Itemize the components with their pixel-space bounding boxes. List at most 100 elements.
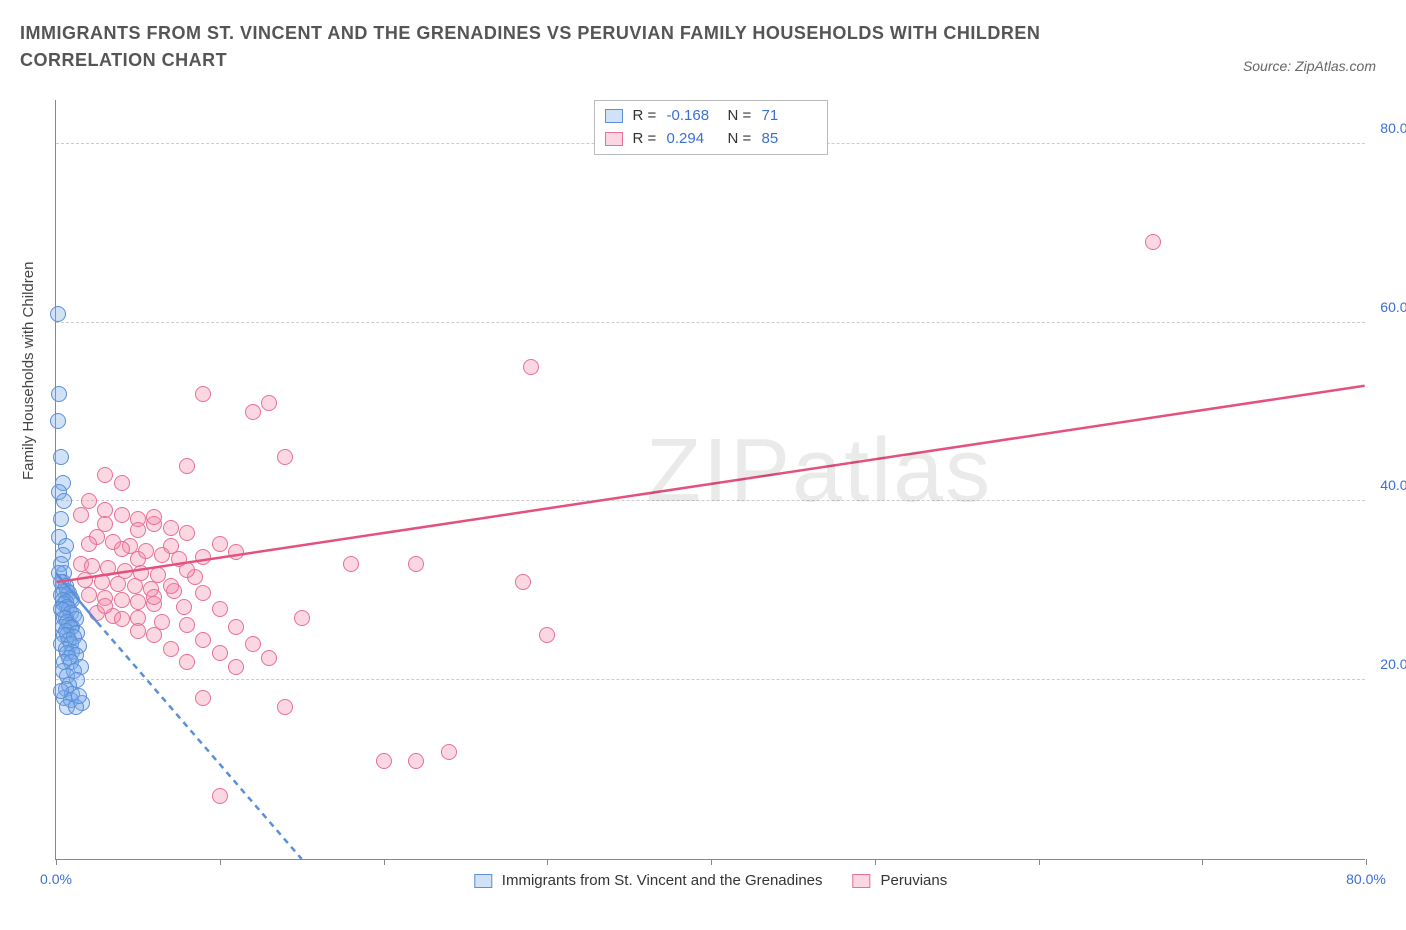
- x-tick-label: 0.0%: [40, 871, 72, 887]
- data-point: [343, 556, 359, 572]
- data-point: [228, 619, 244, 635]
- data-point: [195, 632, 211, 648]
- data-point: [50, 413, 66, 429]
- chart-plot-area: R = -0.168 N = 71 R = 0.294 N = 85 ZIPat…: [55, 100, 1365, 860]
- data-point: [1145, 234, 1161, 250]
- watermark-thin: atlas: [792, 421, 992, 521]
- legend-item-b: Peruvians: [853, 872, 948, 889]
- x-tick: [1039, 859, 1040, 865]
- data-point: [127, 578, 143, 594]
- data-point: [130, 623, 146, 639]
- data-point: [97, 598, 113, 614]
- data-point: [77, 572, 93, 588]
- data-point: [179, 562, 195, 578]
- data-point: [51, 386, 67, 402]
- data-point: [261, 395, 277, 411]
- data-point: [97, 467, 113, 483]
- data-point: [97, 516, 113, 532]
- data-point: [408, 753, 424, 769]
- x-tick: [1366, 859, 1367, 865]
- data-point: [294, 610, 310, 626]
- data-point: [195, 585, 211, 601]
- source-label: Source: ZipAtlas.com: [1243, 58, 1376, 74]
- trend-lines: [56, 100, 1365, 859]
- data-point: [163, 578, 179, 594]
- data-point: [261, 650, 277, 666]
- data-point: [523, 359, 539, 375]
- series-legend: Immigrants from St. Vincent and the Gren…: [474, 872, 947, 889]
- data-point: [81, 587, 97, 603]
- data-point: [179, 654, 195, 670]
- data-point: [176, 599, 192, 615]
- y-tick-label: 20.0%: [1370, 656, 1406, 672]
- data-point: [114, 592, 130, 608]
- data-point: [110, 576, 126, 592]
- data-point: [441, 744, 457, 760]
- data-point: [130, 522, 146, 538]
- data-point: [212, 645, 228, 661]
- series-b-label: Peruvians: [881, 872, 948, 889]
- legend-item-a: Immigrants from St. Vincent and the Gren…: [474, 872, 823, 889]
- data-point: [73, 507, 89, 523]
- data-point: [376, 753, 392, 769]
- x-tick: [56, 859, 57, 865]
- x-tick: [384, 859, 385, 865]
- n-value-a: 71: [762, 105, 817, 128]
- data-point: [114, 611, 130, 627]
- data-point: [146, 589, 162, 605]
- series-a-label: Immigrants from St. Vincent and the Gren…: [502, 872, 823, 889]
- gridline: [56, 322, 1365, 323]
- n-value-b: 85: [762, 128, 817, 151]
- swatch-b-icon: [853, 874, 871, 888]
- data-point: [138, 543, 154, 559]
- watermark-bold: ZIP: [646, 421, 792, 521]
- data-point: [114, 507, 130, 523]
- n-label: N =: [728, 105, 756, 128]
- data-point: [163, 520, 179, 536]
- data-point: [277, 449, 293, 465]
- data-point: [154, 547, 170, 563]
- x-tick: [220, 859, 221, 865]
- data-point: [71, 688, 87, 704]
- data-point: [146, 509, 162, 525]
- n-label: N =: [728, 128, 756, 151]
- data-point: [179, 458, 195, 474]
- y-tick-label: 80.0%: [1370, 120, 1406, 136]
- x-tick: [1202, 859, 1203, 865]
- data-point: [130, 594, 146, 610]
- watermark: ZIPatlas: [646, 420, 992, 523]
- data-point: [212, 788, 228, 804]
- data-point: [195, 549, 211, 565]
- r-value-a: -0.168: [667, 105, 722, 128]
- legend-row-b: R = 0.294 N = 85: [605, 128, 817, 151]
- x-tick: [547, 859, 548, 865]
- gridline: [56, 679, 1365, 680]
- r-label: R =: [633, 105, 661, 128]
- data-point: [81, 536, 97, 552]
- data-point: [408, 556, 424, 572]
- data-point: [163, 641, 179, 657]
- data-point: [94, 574, 110, 590]
- r-label: R =: [633, 128, 661, 151]
- x-tick: [711, 859, 712, 865]
- gridline: [56, 500, 1365, 501]
- data-point: [228, 659, 244, 675]
- x-tick: [875, 859, 876, 865]
- data-point: [146, 627, 162, 643]
- r-value-b: 0.294: [667, 128, 722, 151]
- data-point: [245, 404, 261, 420]
- data-point: [539, 627, 555, 643]
- data-point: [179, 525, 195, 541]
- data-point: [53, 449, 69, 465]
- data-point: [228, 544, 244, 560]
- swatch-a-icon: [605, 109, 623, 123]
- y-tick-label: 60.0%: [1370, 299, 1406, 315]
- page-title: IMMIGRANTS FROM ST. VINCENT AND THE GREN…: [20, 20, 1120, 74]
- data-point: [212, 536, 228, 552]
- data-point: [53, 511, 69, 527]
- x-tick-label: 80.0%: [1346, 871, 1386, 887]
- swatch-b-icon: [605, 132, 623, 146]
- data-point: [195, 386, 211, 402]
- data-point: [515, 574, 531, 590]
- data-point: [50, 306, 66, 322]
